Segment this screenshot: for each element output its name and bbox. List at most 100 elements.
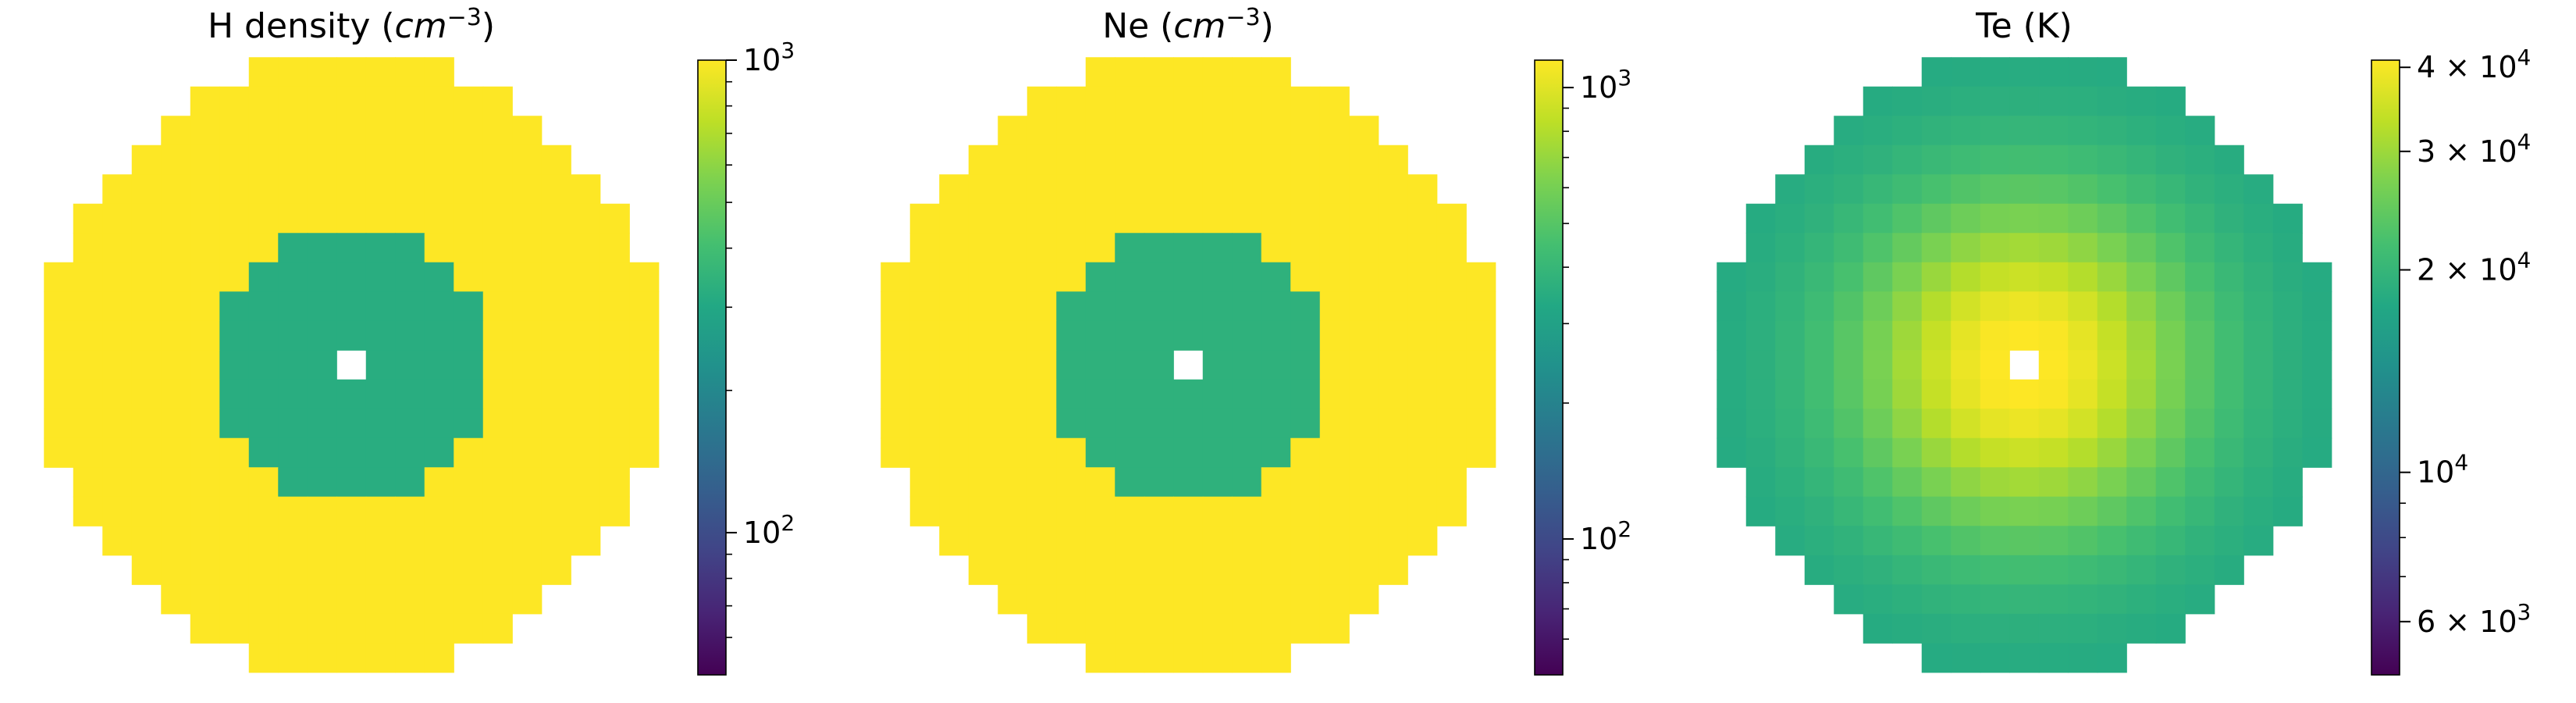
colorbar-ticks-h-density: 103 102 bbox=[726, 37, 795, 638]
heatmap-cell bbox=[541, 320, 571, 351]
heatmap-cell bbox=[395, 467, 425, 498]
heatmap-cell bbox=[395, 584, 425, 615]
heatmap-cell bbox=[2243, 437, 2274, 468]
heatmap-cell bbox=[1804, 350, 1834, 380]
heatmap-cell bbox=[1892, 291, 1923, 322]
heatmap-cell bbox=[541, 174, 571, 205]
heatmap-cell bbox=[131, 379, 162, 409]
heatmap-cell bbox=[998, 350, 1028, 380]
heatmap-cell bbox=[2302, 437, 2332, 468]
heatmap-cell bbox=[307, 526, 337, 556]
heatmap-cell bbox=[571, 526, 601, 556]
panel-te: Te (K) 4 × 104 3 × 104 2 × 104 104 6 × 103 bbox=[1717, 6, 2531, 676]
heatmap-cell bbox=[2038, 320, 2069, 351]
heatmap-cell bbox=[1378, 174, 1408, 205]
heatmap-cell bbox=[1232, 643, 1262, 673]
heatmap-cell bbox=[939, 291, 970, 322]
heatmap-cell bbox=[571, 203, 601, 234]
heatmap-cell bbox=[424, 86, 454, 116]
heatmap-cell bbox=[1115, 379, 1145, 409]
heatmap-cell bbox=[307, 57, 337, 87]
heatmap-cell bbox=[73, 262, 103, 292]
heatmap-cell bbox=[1921, 262, 1952, 292]
heatmap-cell bbox=[1892, 379, 1923, 409]
heatmap-cell bbox=[2068, 350, 2098, 380]
heatmap-cell bbox=[1921, 409, 1952, 439]
heatmap-cell bbox=[424, 643, 454, 673]
heatmap-cell bbox=[2038, 233, 2069, 263]
heatmap-cell bbox=[2126, 467, 2157, 498]
heatmap-cell bbox=[1745, 291, 1776, 322]
heatmap-cell bbox=[1290, 555, 1321, 585]
heatmap-cell bbox=[1173, 262, 1204, 292]
heatmap-cell bbox=[1232, 233, 1262, 263]
heatmap-cell bbox=[1863, 116, 1893, 146]
heatmap-cell bbox=[1892, 145, 1923, 175]
heatmap-cell bbox=[1056, 496, 1087, 526]
heatmap-cell bbox=[1892, 613, 1923, 644]
heatmap-cell bbox=[1056, 613, 1087, 644]
heatmap-cell bbox=[1144, 496, 1174, 526]
colorbar-ne bbox=[1534, 59, 1564, 676]
heatmap-cell bbox=[881, 379, 911, 409]
heatmap-cell bbox=[2214, 145, 2244, 175]
heatmap-cell bbox=[1144, 57, 1174, 87]
heatmap-cell bbox=[1056, 116, 1087, 146]
heatmap-cell bbox=[1173, 584, 1204, 615]
heatmap-cell bbox=[1085, 526, 1115, 556]
heatmap-cell bbox=[1349, 320, 1379, 351]
heatmap-cell bbox=[1290, 320, 1321, 351]
heatmap-cell bbox=[1804, 467, 1834, 498]
heatmap-cell bbox=[1144, 291, 1174, 322]
heatmap-cell bbox=[1921, 467, 1952, 498]
heatmap-cell bbox=[2009, 262, 2040, 292]
heatmap-cell bbox=[2243, 496, 2274, 526]
heatmap-cell bbox=[44, 262, 74, 292]
heatmap-cell bbox=[2185, 145, 2215, 175]
heatmap-cell bbox=[939, 350, 970, 380]
heatmap-cell bbox=[1804, 233, 1834, 263]
heatmap-cell bbox=[1951, 320, 1981, 351]
heatmap-cell bbox=[2243, 233, 2274, 263]
heatmap-cell bbox=[307, 555, 337, 585]
heatmap-cell bbox=[571, 467, 601, 498]
heatmap-cell bbox=[1173, 57, 1204, 87]
heatmap-cell bbox=[2214, 496, 2244, 526]
heatmap-cell bbox=[1921, 379, 1952, 409]
heatmap-cell bbox=[1056, 145, 1087, 175]
heatmap-cell bbox=[131, 145, 162, 175]
heatmap-cell bbox=[600, 262, 630, 292]
heatmap-cell bbox=[2155, 613, 2186, 644]
heatmap-cell bbox=[131, 437, 162, 468]
heatmap-cell bbox=[600, 291, 630, 322]
heatmap-cell bbox=[1085, 86, 1115, 116]
heatmap-cell bbox=[1834, 409, 1864, 439]
heatmap-cell bbox=[1056, 437, 1087, 468]
heatmap-cell bbox=[600, 203, 630, 234]
heatmap-cell bbox=[1863, 262, 1893, 292]
heatmap-cell bbox=[2097, 291, 2127, 322]
heatmap-cell bbox=[482, 526, 513, 556]
heatmap-cell bbox=[454, 203, 484, 234]
heatmap-cell bbox=[307, 86, 337, 116]
heatmap-cell bbox=[1056, 320, 1087, 351]
heatmap-cell bbox=[190, 291, 220, 322]
heatmap-cell bbox=[1466, 409, 1496, 439]
heatmap-cell bbox=[939, 437, 970, 468]
heatmap-cell bbox=[365, 584, 396, 615]
heatmap-cell bbox=[365, 233, 396, 263]
heatmap-cell bbox=[1144, 86, 1174, 116]
heatmap-cell bbox=[1951, 174, 1981, 205]
heatmap-cell bbox=[2155, 145, 2186, 175]
heatmap-cell bbox=[1202, 116, 1233, 146]
heatmap-cell bbox=[2126, 496, 2157, 526]
heatmap-cell bbox=[1144, 174, 1174, 205]
heatmap-cell bbox=[1951, 409, 1981, 439]
heatmap-cell bbox=[248, 409, 279, 439]
heatmap-cell bbox=[1115, 526, 1145, 556]
heatmap-cell bbox=[365, 496, 396, 526]
heatmap-cell bbox=[2009, 526, 2040, 556]
heatmap-cell bbox=[44, 350, 74, 380]
heatmap-cell bbox=[2068, 526, 2098, 556]
